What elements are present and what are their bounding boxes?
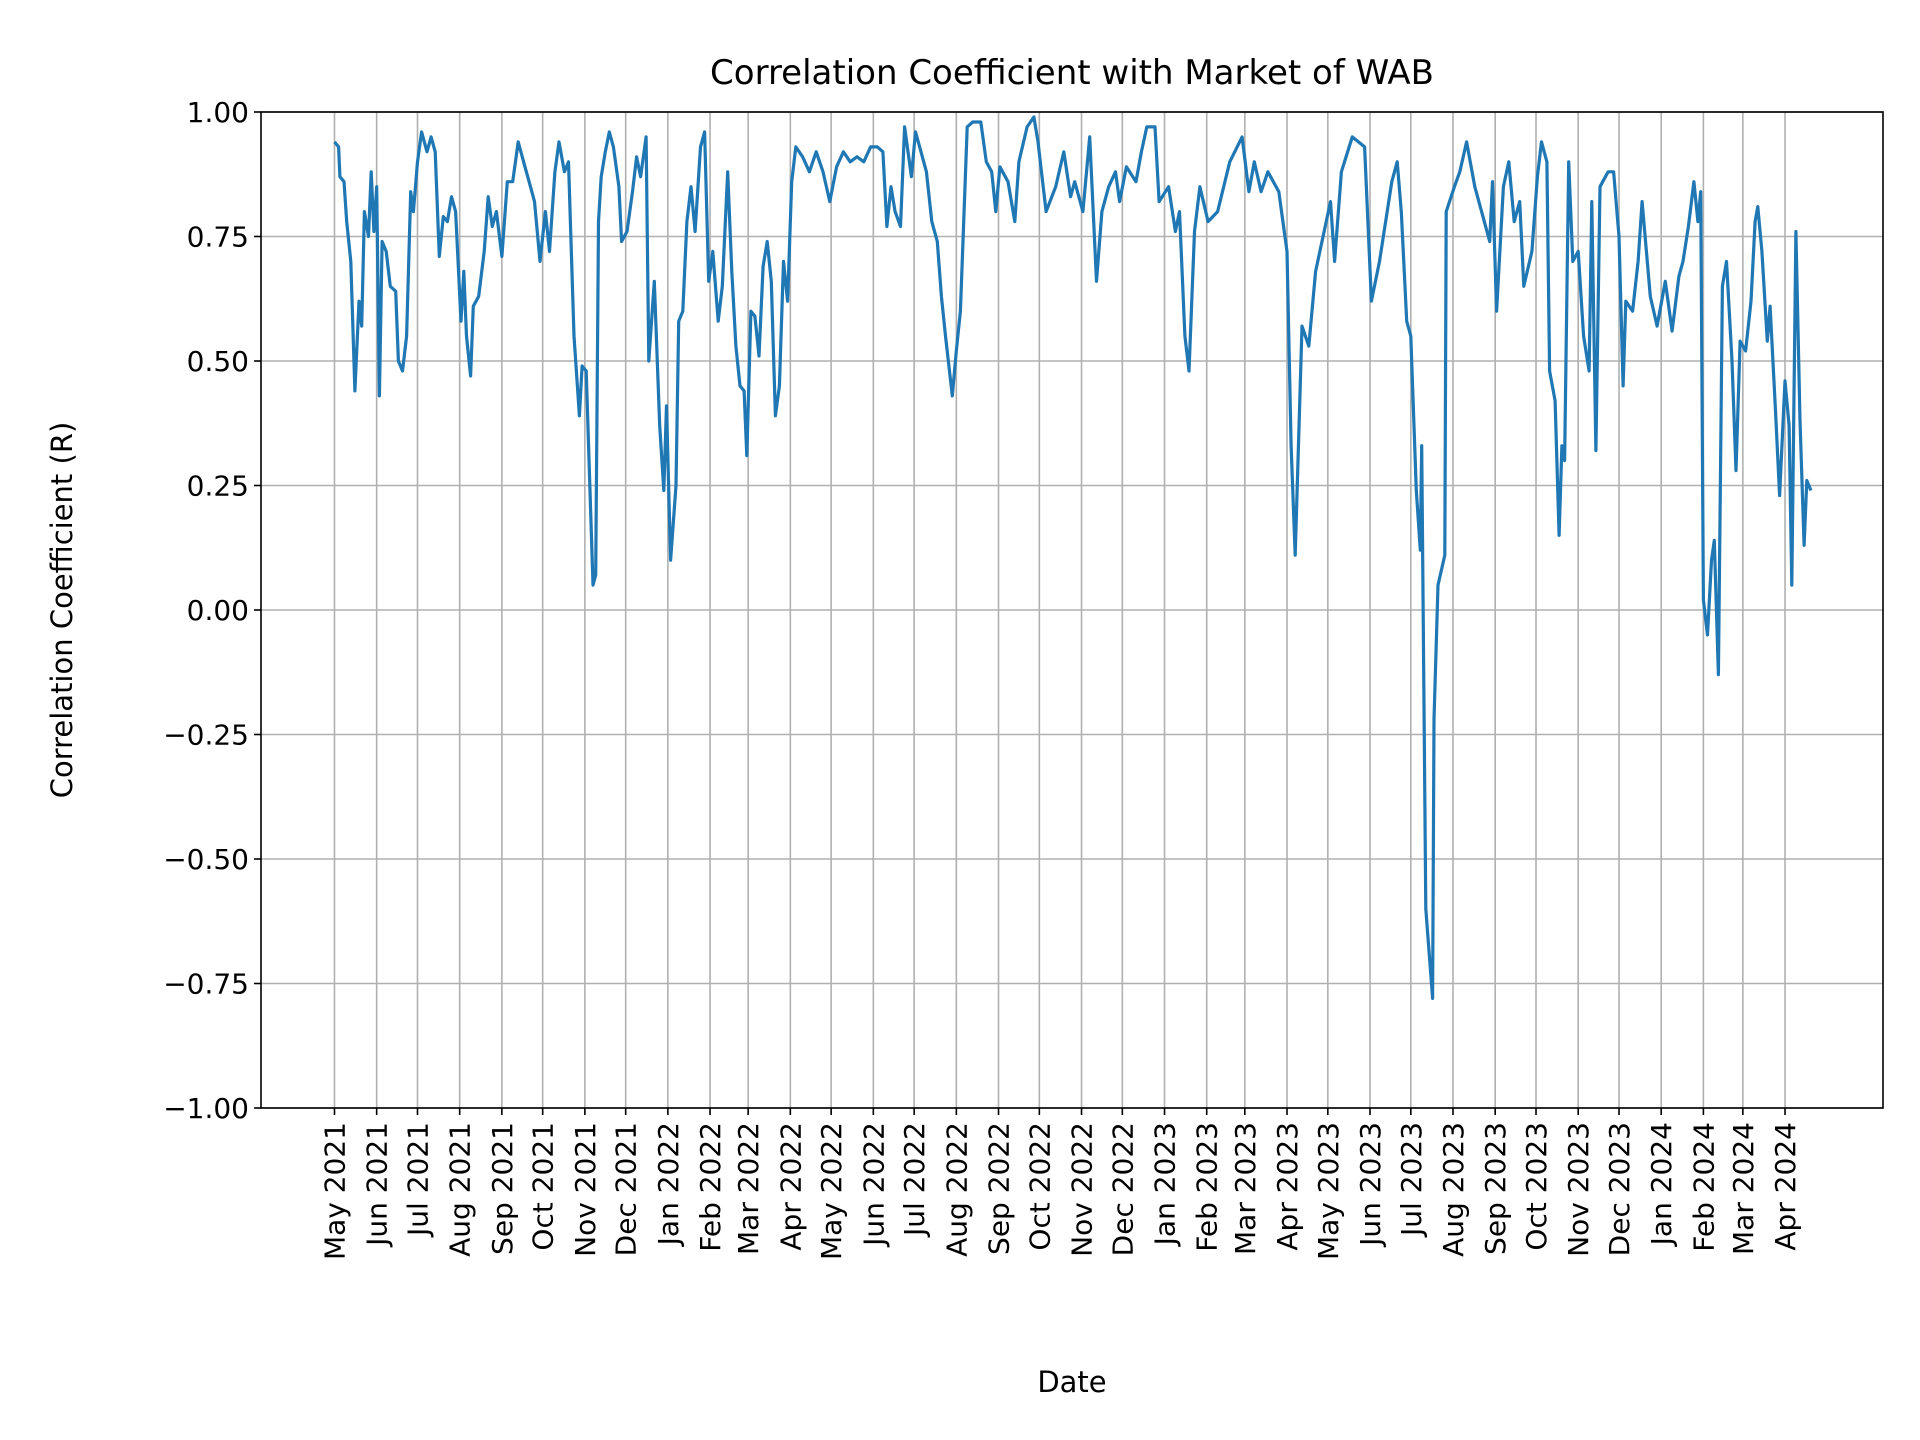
grid-lines xyxy=(261,111,1883,1109)
x-tick-label: Jul 2021 xyxy=(401,1122,434,1238)
x-tick-label: Jun 2021 xyxy=(361,1122,394,1248)
x-tick-label: Sep 2022 xyxy=(983,1122,1016,1255)
x-tick-label: Oct 2023 xyxy=(1520,1122,1553,1251)
x-tick-label: Oct 2021 xyxy=(527,1122,560,1251)
x-tick-label: Apr 2023 xyxy=(1271,1122,1304,1251)
x-tick-label: Mar 2023 xyxy=(1229,1122,1262,1255)
x-tick-label: Jul 2023 xyxy=(1395,1122,1428,1238)
x-tick-label: Apr 2024 xyxy=(1769,1122,1802,1251)
x-tick-label: Feb 2024 xyxy=(1687,1122,1720,1252)
y-axis: −1.00 −0.75 −0.50 −0.25 0.00 0.25 0.50 0.75 1.00 xyxy=(163,96,261,1125)
x-tick-label: Nov 2022 xyxy=(1066,1122,1099,1257)
x-tick-label: Nov 2021 xyxy=(569,1122,602,1257)
y-tick-label: −0.50 xyxy=(163,843,249,876)
x-tick-label: May 2022 xyxy=(815,1122,848,1260)
y-tick-label: 0.25 xyxy=(187,470,249,503)
x-tick-label: Jan 2023 xyxy=(1149,1122,1182,1247)
x-tick-label: Jul 2022 xyxy=(898,1122,931,1238)
x-tick-label: Feb 2023 xyxy=(1191,1122,1224,1252)
x-tick-label: Nov 2023 xyxy=(1562,1122,1595,1257)
x-tick-label: May 2021 xyxy=(318,1122,351,1260)
x-axis-label: Date xyxy=(1037,1365,1106,1399)
x-tick-label: Jun 2023 xyxy=(1354,1122,1387,1248)
y-axis-label: Correlation Coefficient (R) xyxy=(45,422,79,799)
x-tick-label: Jan 2022 xyxy=(652,1122,685,1247)
chart-title: Correlation Coefficient with Market of W… xyxy=(710,53,1434,93)
y-tick-label: 1.00 xyxy=(187,96,249,129)
y-tick-label: 0.00 xyxy=(187,594,249,627)
x-tick-label: Aug 2023 xyxy=(1437,1122,1470,1257)
x-tick-label: Oct 2022 xyxy=(1023,1122,1056,1251)
x-tick-label: Aug 2021 xyxy=(444,1122,477,1257)
x-axis: May 2021 Jun 2021 Jul 2021 Aug 2021 Sep 2021… xyxy=(318,1108,1802,1260)
x-tick-label: Sep 2023 xyxy=(1479,1122,1512,1255)
series-line xyxy=(333,115,1813,1000)
x-tick-label: Dec 2021 xyxy=(610,1122,643,1256)
y-tick-label: −1.00 xyxy=(163,1092,249,1125)
y-tick-label: 0.50 xyxy=(187,345,249,378)
y-tick-label: −0.25 xyxy=(163,719,249,752)
x-tick-label: Mar 2022 xyxy=(732,1122,765,1255)
y-tick-label: 0.75 xyxy=(187,221,249,254)
x-tick-label: May 2023 xyxy=(1312,1122,1345,1260)
x-tick-label: Jun 2022 xyxy=(857,1122,890,1248)
x-tick-label: Apr 2022 xyxy=(774,1122,807,1251)
x-tick-label: Feb 2022 xyxy=(694,1122,727,1252)
x-tick-label: Mar 2024 xyxy=(1727,1122,1760,1255)
x-tick-label: Aug 2022 xyxy=(940,1122,973,1257)
x-tick-label: Jan 2024 xyxy=(1645,1122,1678,1247)
x-tick-label: Sep 2021 xyxy=(486,1122,519,1255)
y-tick-label: −0.75 xyxy=(163,968,249,1001)
x-tick-label: Dec 2022 xyxy=(1106,1122,1139,1256)
x-tick-label: Dec 2023 xyxy=(1603,1122,1636,1256)
